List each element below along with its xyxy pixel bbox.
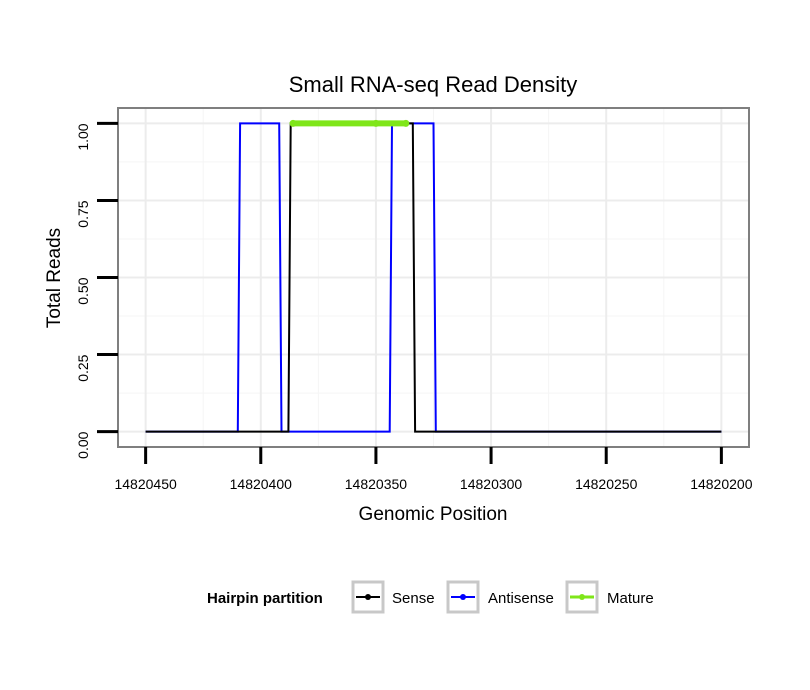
legend-item-antisense: Antisense — [446, 580, 554, 614]
legend: Hairpin partition Sense Antisense Mature — [207, 580, 654, 614]
x-tick-label: 14820450 — [114, 476, 177, 492]
axes: 14820450 14820400 14820350 14820300 14820250… — [75, 121, 753, 492]
y-tick-label: 0.25 — [75, 354, 91, 381]
legend-dot-antisense — [460, 594, 466, 600]
x-axis-title: Genomic Position — [359, 504, 508, 525]
y-tick-label: 0.75 — [75, 200, 91, 227]
legend-label-mature: Mature — [607, 590, 654, 607]
legend-item-sense: Sense — [351, 580, 435, 614]
x-tick-label: 14820350 — [345, 476, 408, 492]
chart-title: Small RNA-seq Read Density — [289, 72, 578, 97]
mature-point — [402, 119, 410, 127]
y-tick-label: 0.50 — [75, 277, 91, 304]
x-tick-label: 14820300 — [460, 476, 523, 492]
series-lines — [145, 119, 722, 433]
mature-point — [289, 119, 297, 127]
x-tick-label: 14820250 — [575, 476, 638, 492]
legend-title: Hairpin partition — [207, 590, 323, 607]
legend-label-sense: Sense — [392, 590, 435, 607]
mature-point — [372, 119, 380, 127]
x-tick-label: 14820200 — [690, 476, 753, 492]
y-tick-label: 1.00 — [75, 123, 91, 150]
y-tick-label: 0.00 — [75, 431, 91, 458]
legend-dot-sense — [365, 594, 371, 600]
y-axis-title: Total Reads — [44, 228, 65, 328]
x-tick-label: 14820400 — [230, 476, 293, 492]
series-line-antisense — [145, 122, 722, 433]
legend-item-mature: Mature — [565, 580, 654, 614]
legend-label-antisense: Antisense — [488, 590, 554, 607]
legend-dot-mature — [579, 594, 585, 600]
